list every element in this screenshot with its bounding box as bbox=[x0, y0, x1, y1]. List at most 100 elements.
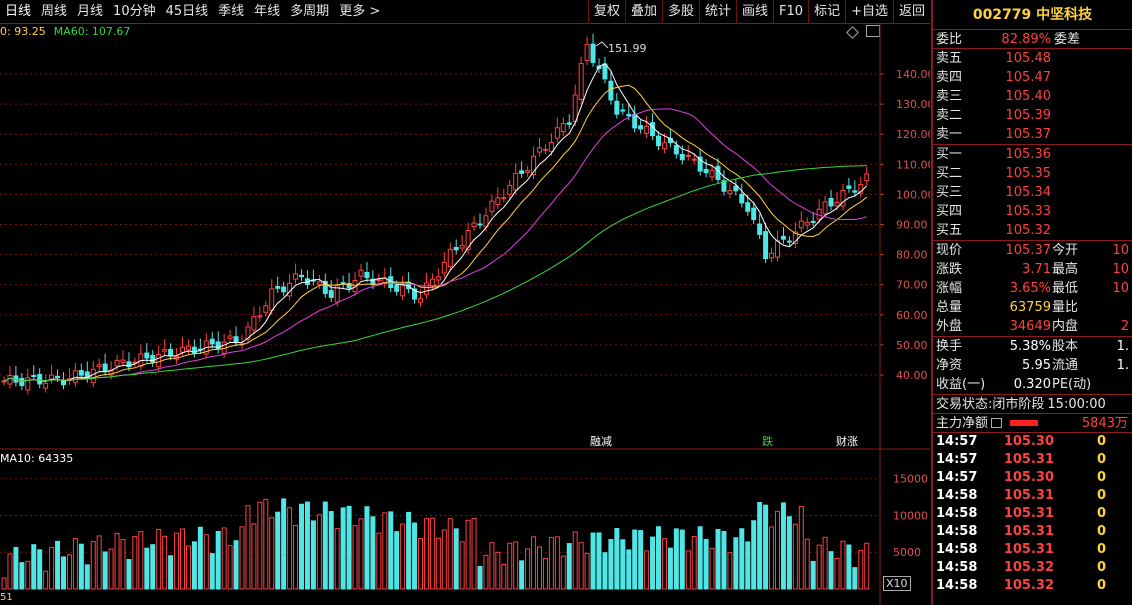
quote-right-label: 最高 bbox=[1052, 262, 1079, 277]
price-tick-label: 50.00 bbox=[896, 339, 928, 352]
volume-bar bbox=[667, 547, 673, 590]
sell-price: 105.47 bbox=[1005, 70, 1052, 85]
tick-row: 14:58 105.31 0 bbox=[933, 487, 1132, 505]
candle-body bbox=[507, 184, 513, 195]
volume-bar bbox=[632, 529, 638, 590]
toolbar-button[interactable]: +自选 bbox=[845, 0, 893, 24]
list-icon[interactable] bbox=[991, 418, 1003, 428]
volume-bar bbox=[423, 518, 429, 590]
sell-label: 卖四 bbox=[936, 70, 963, 85]
tick-time: 14:58 bbox=[936, 542, 978, 557]
volume-bar bbox=[656, 526, 661, 590]
candle-body bbox=[37, 373, 43, 385]
volume-tick-label: 5000 bbox=[893, 546, 921, 559]
event-marker[interactable]: 财涨 bbox=[836, 434, 858, 448]
period-tab[interactable]: 多周期 bbox=[290, 3, 330, 19]
volume-bar bbox=[156, 528, 162, 590]
quote-value: 34649 bbox=[1009, 319, 1051, 334]
volume-bar bbox=[55, 540, 61, 590]
toolbar-button[interactable]: 复权 bbox=[587, 0, 625, 24]
volume-bar bbox=[168, 555, 174, 590]
candle-body bbox=[78, 370, 84, 376]
x10-button[interactable]: X10 bbox=[883, 576, 911, 591]
volume-bar bbox=[114, 532, 120, 590]
volume-bar bbox=[471, 517, 477, 590]
flow-bar bbox=[1010, 420, 1039, 426]
candle-body bbox=[126, 361, 132, 368]
volume-bar bbox=[602, 552, 608, 590]
stock-title: 002779 中坚科技 bbox=[933, 0, 1132, 30]
candle-body bbox=[358, 269, 364, 277]
period-tab[interactable]: 周线 bbox=[41, 3, 68, 19]
volume-bar bbox=[394, 531, 400, 590]
period-tab[interactable]: 日线 bbox=[5, 3, 32, 19]
period-tab[interactable]: 月线 bbox=[77, 3, 104, 19]
candle-body bbox=[7, 374, 13, 385]
volume-bar bbox=[453, 528, 459, 590]
sell-label: 卖五 bbox=[936, 51, 963, 66]
candles bbox=[1, 33, 870, 395]
volume-bar bbox=[590, 532, 596, 590]
candle-body bbox=[453, 246, 459, 251]
candle-body bbox=[1, 380, 7, 383]
price-tick-label: 100.00 bbox=[896, 188, 930, 201]
quote-label: 现价 bbox=[936, 243, 963, 258]
candle-body bbox=[49, 374, 55, 380]
volume-bar bbox=[370, 516, 376, 590]
tick-time: 14:57 bbox=[936, 452, 978, 467]
price-tick-label: 130.00 bbox=[896, 98, 930, 111]
period-tab[interactable]: 45日线 bbox=[165, 3, 209, 19]
tick-volume: 0 bbox=[1096, 578, 1106, 593]
volume-bar bbox=[293, 524, 299, 590]
ma60-value: MA60: 107.67 bbox=[53, 25, 131, 38]
event-marker[interactable]: 融减 bbox=[590, 435, 612, 448]
quote-right-value bbox=[1099, 298, 1129, 317]
stats-value: 5.95 bbox=[1022, 358, 1051, 373]
toolbar-button[interactable]: F10 bbox=[773, 0, 808, 24]
candle-body bbox=[364, 271, 370, 279]
volume-bar bbox=[584, 552, 590, 590]
volume-tick-label: 15000 bbox=[893, 473, 928, 486]
status-label: 交易状态: bbox=[936, 397, 993, 412]
volume-bar bbox=[150, 544, 156, 590]
volume-bar bbox=[281, 498, 287, 590]
period-tab[interactable]: 更多 > bbox=[339, 3, 381, 19]
toolbar-button[interactable]: 叠加 bbox=[624, 0, 662, 24]
buy-price: 105.34 bbox=[1005, 185, 1052, 200]
candle-body bbox=[626, 113, 632, 117]
volume-bar bbox=[322, 501, 328, 590]
toolbar-button[interactable]: 画线 bbox=[736, 0, 773, 24]
kline-chart[interactable]: 140.00 130.00 120.00 110.00 100.00 90.00 80.00… bbox=[0, 24, 930, 605]
volume-bar bbox=[197, 526, 203, 590]
buy-price: 105.35 bbox=[1005, 166, 1052, 181]
candle-body bbox=[650, 122, 656, 137]
volume-bar bbox=[358, 518, 364, 590]
period-tab[interactable]: 年线 bbox=[254, 3, 281, 19]
event-marker[interactable]: 跌 bbox=[762, 434, 773, 448]
candle-body bbox=[816, 208, 822, 220]
toolbar-button[interactable]: 返回 bbox=[892, 0, 930, 24]
candle-body bbox=[269, 288, 275, 311]
toolbar-button[interactable]: 标记 bbox=[808, 0, 845, 24]
candle-body bbox=[233, 336, 239, 343]
candle-body bbox=[55, 375, 61, 379]
toolbar-button[interactable]: 多股 bbox=[661, 0, 699, 24]
volume-bar bbox=[822, 536, 828, 590]
volume-bar bbox=[382, 512, 388, 590]
volume-bar bbox=[162, 535, 168, 590]
candle-body bbox=[483, 215, 489, 228]
ratio-value: 82.89% bbox=[1001, 32, 1051, 47]
period-tab[interactable]: 10分钟 bbox=[113, 3, 156, 19]
candle-body bbox=[501, 197, 507, 200]
period-tab[interactable]: 季线 bbox=[218, 3, 245, 19]
volume-bar bbox=[7, 553, 13, 590]
volume-bar bbox=[221, 527, 227, 590]
tick-price: 105.32 bbox=[1003, 560, 1054, 575]
volume-bars bbox=[1, 498, 870, 590]
tick-time: 14:58 bbox=[936, 578, 978, 593]
volume-bar bbox=[477, 565, 483, 590]
toolbar-button[interactable]: 统计 bbox=[699, 0, 736, 24]
candle-body bbox=[578, 63, 584, 100]
volume-bar bbox=[120, 539, 126, 590]
